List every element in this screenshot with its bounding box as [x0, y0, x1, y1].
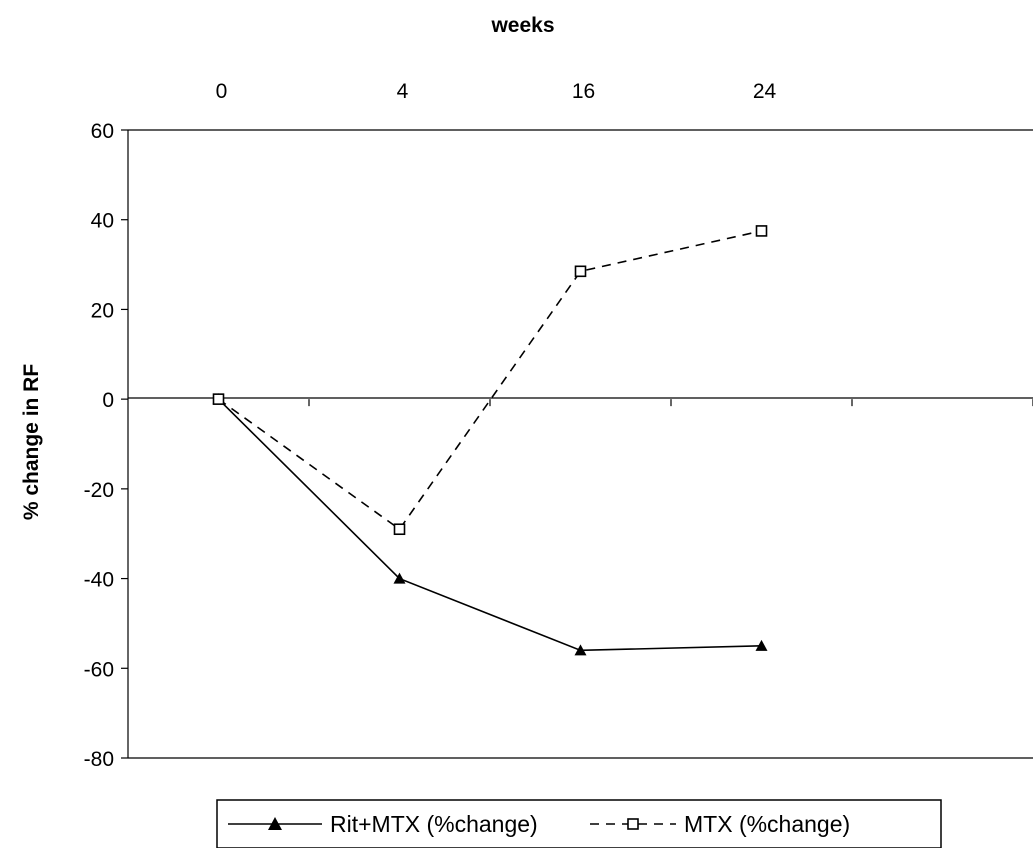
series-markers — [212, 225, 768, 656]
series-line-rit-mtx — [217, 398, 762, 652]
y-tick-label: 40 — [91, 210, 114, 233]
x-tick-label: 16 — [572, 80, 595, 103]
legend-label-rit-mtx: Rit+MTX (%change) — [330, 811, 538, 837]
data-point-rit-mtx — [393, 572, 406, 584]
legend-marker-open-square-icon — [627, 818, 639, 830]
x-tick-label: 24 — [753, 80, 777, 103]
legend-marker-filled-triangle-icon — [268, 817, 282, 830]
x-axis-ticks: 0 4 16 24 — [216, 80, 1033, 407]
data-point-mtx — [393, 523, 406, 536]
y-axis-title: % change in RF — [20, 364, 43, 521]
data-point-rit-mtx — [755, 639, 768, 651]
data-point-mtx — [212, 393, 225, 405]
data-point-rit-mtx — [574, 644, 587, 656]
y-tick-label: 20 — [91, 299, 114, 322]
y-tick-label: 0 — [102, 389, 114, 412]
y-tick-label: -60 — [84, 658, 114, 681]
y-tick-label: 60 — [91, 120, 114, 143]
series-lines — [217, 230, 762, 652]
y-axis-ticks: 60 40 20 0 -20 -40 -60 -80 — [84, 120, 128, 771]
x-tick-label: 0 — [216, 80, 228, 103]
y-tick-label: -40 — [84, 569, 114, 592]
x-tick-label: 4 — [397, 80, 409, 103]
y-tick-label: -80 — [84, 748, 114, 771]
data-point-mtx — [755, 225, 768, 237]
x-axis-title: weeks — [490, 14, 554, 37]
legend-box — [216, 799, 942, 848]
y-tick-label: -20 — [84, 479, 114, 502]
data-point-mtx — [574, 265, 587, 278]
legend-label-mtx: MTX (%change) — [684, 811, 850, 837]
series-line-mtx — [218, 230, 762, 531]
legend: Rit+MTX (%change) MTX (%change) — [216, 799, 942, 848]
